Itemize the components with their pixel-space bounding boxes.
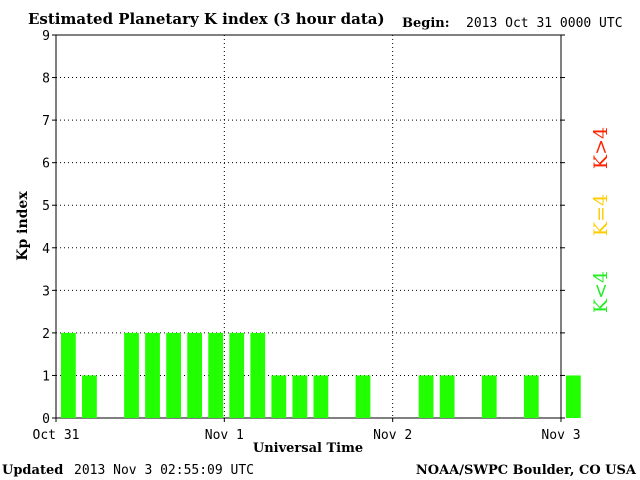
kp-bar <box>187 332 203 418</box>
plot-frame <box>55 34 562 419</box>
begin-value: 2013 Oct 31 0000 UTC <box>466 16 623 31</box>
y-tick-label: 5 <box>42 199 50 214</box>
y-tick-label: 2 <box>42 327 50 342</box>
kp-bar <box>523 375 539 418</box>
kp-bar <box>566 375 581 418</box>
chart-title: Estimated Planetary K index (3 hour data… <box>28 10 385 28</box>
kp-bar <box>145 332 160 418</box>
legend-k-greater-4: K>4 <box>590 127 612 169</box>
x-tick-label: Nov 1 <box>205 428 244 443</box>
x-tick-label: Nov 3 <box>541 428 580 443</box>
kp-bar <box>124 332 139 418</box>
x-tick-label: Nov 2 <box>373 428 412 443</box>
kp-bar <box>61 332 76 418</box>
kp-bar <box>166 332 181 418</box>
kp-bar <box>208 332 224 418</box>
kp-bar <box>418 375 434 418</box>
legend-k-equal-4: K=4 <box>590 194 612 236</box>
y-axis: 0 1 2 3 4 5 6 7 8 9 <box>42 29 565 427</box>
updated-value: 2013 Nov 3 02:55:09 UTC <box>74 463 254 478</box>
y-axis-label: Kp index <box>15 191 31 261</box>
credit-text: NOAA/SWPC Boulder, CO USA <box>416 463 637 478</box>
legend: K>4 K=4 K<4 <box>590 127 612 313</box>
updated-label: Updated <box>2 463 63 478</box>
y-tick-label: 6 <box>42 157 50 172</box>
kp-bar <box>292 375 308 418</box>
kp-bar <box>82 375 97 418</box>
plot-area <box>55 34 581 419</box>
kp-bar <box>481 375 497 418</box>
kp-bar <box>439 375 455 418</box>
begin-label: Begin: <box>402 16 450 31</box>
legend-k-less-4: K<4 <box>590 271 612 313</box>
y-tick-label: 0 <box>42 412 50 427</box>
y-tick-label: 7 <box>42 114 50 129</box>
gridlines <box>56 35 561 418</box>
kp-bar <box>250 332 266 418</box>
x-axis: Oct 31 Nov 1 Nov 2 Nov 3 <box>33 418 581 443</box>
kp-bar <box>229 332 245 418</box>
kp-bar <box>355 375 371 418</box>
bars <box>61 332 581 418</box>
x-tick-label: Oct 31 <box>33 428 80 443</box>
x-axis-label: Universal Time <box>253 441 363 456</box>
kp-bar <box>313 375 329 418</box>
y-tick-label: 3 <box>42 284 50 299</box>
y-tick-label: 1 <box>42 369 50 384</box>
y-tick-label: 4 <box>42 242 50 257</box>
kp-bar <box>271 375 287 418</box>
y-tick-label: 8 <box>42 72 50 87</box>
y-tick-label: 9 <box>42 29 50 44</box>
